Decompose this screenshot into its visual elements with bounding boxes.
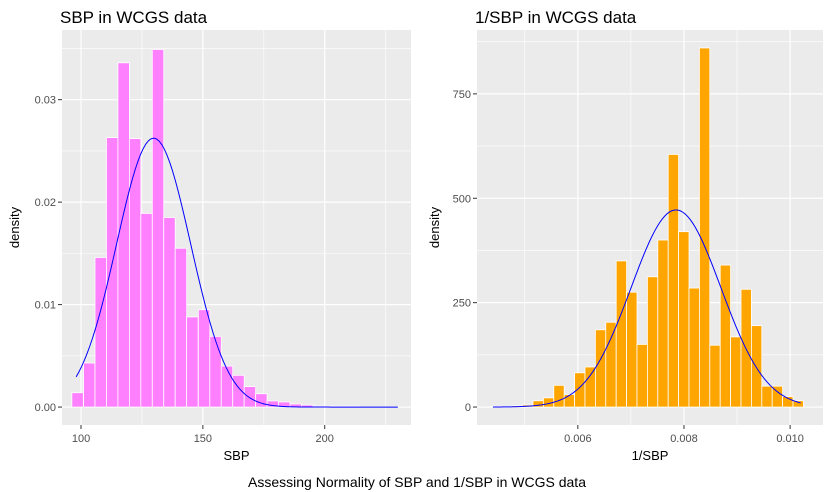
x-tick-label: 150 [194, 433, 212, 445]
histogram-bar [751, 325, 763, 408]
histogram-bar [646, 276, 659, 408]
x-tick-label: 100 [72, 433, 90, 445]
normal-density-curve [75, 137, 398, 408]
y-tick-label: 0 [465, 402, 471, 414]
histogram-bar [699, 47, 711, 408]
y-tick-label: 0.01 [35, 300, 56, 312]
histogram-bar [174, 247, 188, 408]
x-axis-label: 1/SBP [632, 448, 669, 463]
chart-title: SBP in WCGS data [60, 8, 208, 27]
x-tick-label: 0.006 [564, 433, 592, 445]
histogram-bars [71, 49, 360, 408]
histogram-bar [730, 336, 742, 408]
y-tick-label: 0.02 [35, 197, 56, 209]
histogram-bar [563, 394, 575, 408]
histogram-bar [761, 385, 773, 408]
figure-caption: Assessing Normality of SBP and 1/SBP in … [248, 474, 586, 490]
x-tick-label: 0.010 [776, 433, 804, 445]
histogram-bar [626, 291, 638, 408]
histogram-bar [209, 335, 222, 408]
y-axis-label: density [7, 206, 22, 248]
histogram-bar [71, 392, 84, 408]
inverse-sbp-histogram-chart: 1/SBP in WCGS data 0.006 0.008 0.010 0 250 50… [427, 8, 823, 463]
histogram-bar [140, 213, 153, 408]
y-tick-label: 0.03 [35, 95, 56, 107]
y-tick-label: 250 [453, 298, 471, 310]
histogram-bar [83, 362, 96, 408]
histogram-bar [657, 239, 669, 408]
histogram-bar [151, 49, 165, 408]
histogram-bar [243, 386, 257, 408]
histogram-bar [94, 257, 107, 408]
histogram-bar [792, 400, 804, 408]
histogram-bar [255, 393, 268, 408]
histogram-bar [605, 321, 617, 408]
x-tick-label: 0.008 [670, 433, 698, 445]
histogram-bar [163, 217, 176, 408]
histogram-bar [117, 62, 130, 408]
histogram-bar [719, 264, 732, 408]
histogram-bar [636, 344, 648, 408]
y-axis-label: density [427, 206, 442, 248]
sbp-histogram-chart: SBP in WCGS data 100 150 200 0.00 0.01 0.02 0.… [7, 8, 411, 463]
axis-ticks: 100 150 200 0.00 0.01 0.02 0.03 [35, 95, 334, 445]
histogram-bar [678, 231, 690, 408]
histogram-bar [220, 365, 234, 408]
histogram-bar [594, 329, 607, 408]
histogram-bar [186, 316, 199, 408]
histogram-bar [667, 154, 680, 408]
histogram-bar [106, 137, 119, 408]
x-axis-label: SBP [223, 448, 249, 463]
normal-density-curve [492, 209, 801, 408]
y-tick-label: 500 [453, 193, 471, 205]
histogram-bar [709, 344, 721, 408]
histogram-bar [584, 366, 596, 408]
y-tick-label: 0.00 [35, 402, 56, 414]
histogram-bars [490, 47, 804, 408]
histogram-bar [615, 260, 627, 408]
histogram-bar [688, 287, 700, 408]
x-tick-label: 200 [316, 433, 334, 445]
histogram-bar [128, 138, 142, 408]
y-tick-label: 750 [453, 89, 471, 101]
histogram-bar [197, 309, 211, 408]
histogram-bar [553, 384, 565, 408]
chart-title: 1/SBP in WCGS data [475, 8, 637, 27]
axis-ticks: 0.006 0.008 0.010 0 250 500 750 [453, 89, 804, 445]
